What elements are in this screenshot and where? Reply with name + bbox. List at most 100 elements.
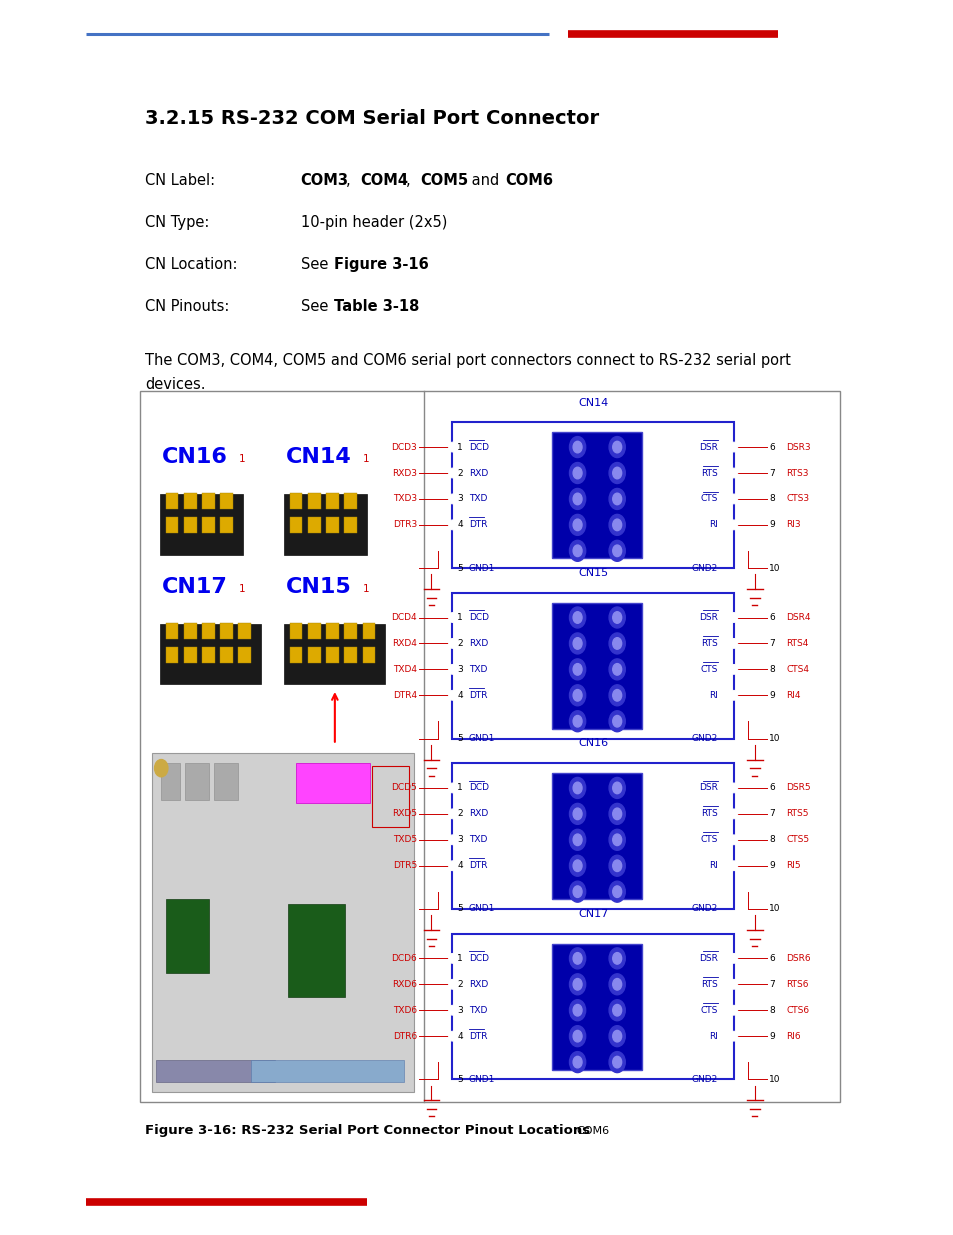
Bar <box>238 647 251 663</box>
Text: RTS4: RTS4 <box>785 638 808 648</box>
Text: CTS: CTS <box>700 494 717 504</box>
Bar <box>166 899 209 973</box>
Circle shape <box>448 690 456 700</box>
Text: 10: 10 <box>768 734 780 743</box>
Text: 5: 5 <box>456 734 462 743</box>
Bar <box>552 603 641 729</box>
Circle shape <box>612 689 621 701</box>
Circle shape <box>612 885 621 898</box>
Bar <box>452 763 733 909</box>
Text: CN Location:: CN Location: <box>145 257 237 272</box>
Bar <box>284 494 367 555</box>
Circle shape <box>448 468 456 478</box>
Circle shape <box>573 834 581 846</box>
Bar <box>308 647 320 663</box>
Bar <box>290 494 302 510</box>
Circle shape <box>448 835 456 845</box>
Text: RI6: RI6 <box>785 1031 801 1041</box>
Text: GND2: GND2 <box>691 904 717 914</box>
Circle shape <box>608 804 624 825</box>
Circle shape <box>573 467 581 479</box>
Circle shape <box>448 664 456 674</box>
Circle shape <box>612 611 621 624</box>
Text: CN15: CN15 <box>286 577 352 597</box>
Text: DCD3: DCD3 <box>391 442 416 452</box>
Text: RI: RI <box>708 1031 717 1041</box>
Circle shape <box>612 467 621 479</box>
Text: 2: 2 <box>456 638 462 648</box>
Text: 3: 3 <box>456 664 462 674</box>
Text: COM4: COM4 <box>360 173 408 188</box>
Circle shape <box>569 541 585 561</box>
Bar <box>344 517 356 534</box>
Text: devices.: devices. <box>145 377 205 391</box>
Circle shape <box>608 1052 624 1072</box>
Text: See: See <box>300 299 333 314</box>
Text: 5: 5 <box>456 904 462 914</box>
Circle shape <box>448 494 456 504</box>
Text: 3.2.15 RS-232 COM Serial Port Connector: 3.2.15 RS-232 COM Serial Port Connector <box>145 109 598 127</box>
Circle shape <box>573 978 581 990</box>
Text: 9: 9 <box>768 520 774 530</box>
Text: DSR6: DSR6 <box>785 953 810 963</box>
Text: GND1: GND1 <box>468 563 495 573</box>
Circle shape <box>573 885 581 898</box>
Circle shape <box>448 638 456 648</box>
Circle shape <box>448 520 456 530</box>
Circle shape <box>729 979 737 989</box>
Bar <box>372 766 409 827</box>
Text: TXD4: TXD4 <box>393 664 416 674</box>
Circle shape <box>608 778 624 799</box>
Circle shape <box>612 493 621 505</box>
Text: ,: , <box>346 173 355 188</box>
Circle shape <box>608 1026 624 1047</box>
Circle shape <box>154 760 168 777</box>
Circle shape <box>448 613 456 622</box>
Text: GND2: GND2 <box>691 1074 717 1084</box>
Text: DTR: DTR <box>468 520 487 530</box>
Text: DTR5: DTR5 <box>393 861 416 871</box>
Circle shape <box>569 634 585 655</box>
Circle shape <box>573 611 581 624</box>
Text: RI4: RI4 <box>785 690 800 700</box>
Text: 7: 7 <box>768 979 774 989</box>
Circle shape <box>608 974 624 995</box>
Text: TXD3: TXD3 <box>393 494 416 504</box>
Text: 2: 2 <box>456 979 462 989</box>
Text: CTS: CTS <box>700 1005 717 1015</box>
Text: TXD6: TXD6 <box>393 1005 416 1015</box>
Text: 1: 1 <box>456 442 462 452</box>
Circle shape <box>573 715 581 727</box>
Text: CTS3: CTS3 <box>785 494 809 504</box>
Text: 7: 7 <box>768 468 774 478</box>
Text: 1: 1 <box>362 454 369 464</box>
Text: RXD4: RXD4 <box>392 638 416 648</box>
Text: RXD6: RXD6 <box>392 979 416 989</box>
Circle shape <box>612 782 621 794</box>
Text: 5: 5 <box>456 1074 462 1084</box>
Circle shape <box>608 856 624 877</box>
Text: 2: 2 <box>456 468 462 478</box>
Bar <box>290 517 302 534</box>
Bar <box>452 593 733 739</box>
Circle shape <box>569 685 585 706</box>
Text: RTS5: RTS5 <box>785 809 808 819</box>
Bar <box>326 624 338 640</box>
Text: 3: 3 <box>456 1005 462 1015</box>
Circle shape <box>612 1030 621 1042</box>
Circle shape <box>573 1056 581 1068</box>
Circle shape <box>612 978 621 990</box>
Bar <box>252 1060 403 1082</box>
Text: 5: 5 <box>456 563 462 573</box>
Circle shape <box>729 809 737 819</box>
Text: 4: 4 <box>456 1031 462 1041</box>
Circle shape <box>608 515 624 536</box>
Bar <box>185 763 209 800</box>
Bar <box>220 494 233 510</box>
Text: 1: 1 <box>456 783 462 793</box>
Text: TXD: TXD <box>468 664 487 674</box>
Text: CN Pinouts:: CN Pinouts: <box>145 299 229 314</box>
Text: RXD5: RXD5 <box>392 809 416 819</box>
Bar <box>202 624 214 640</box>
Bar <box>202 517 214 534</box>
